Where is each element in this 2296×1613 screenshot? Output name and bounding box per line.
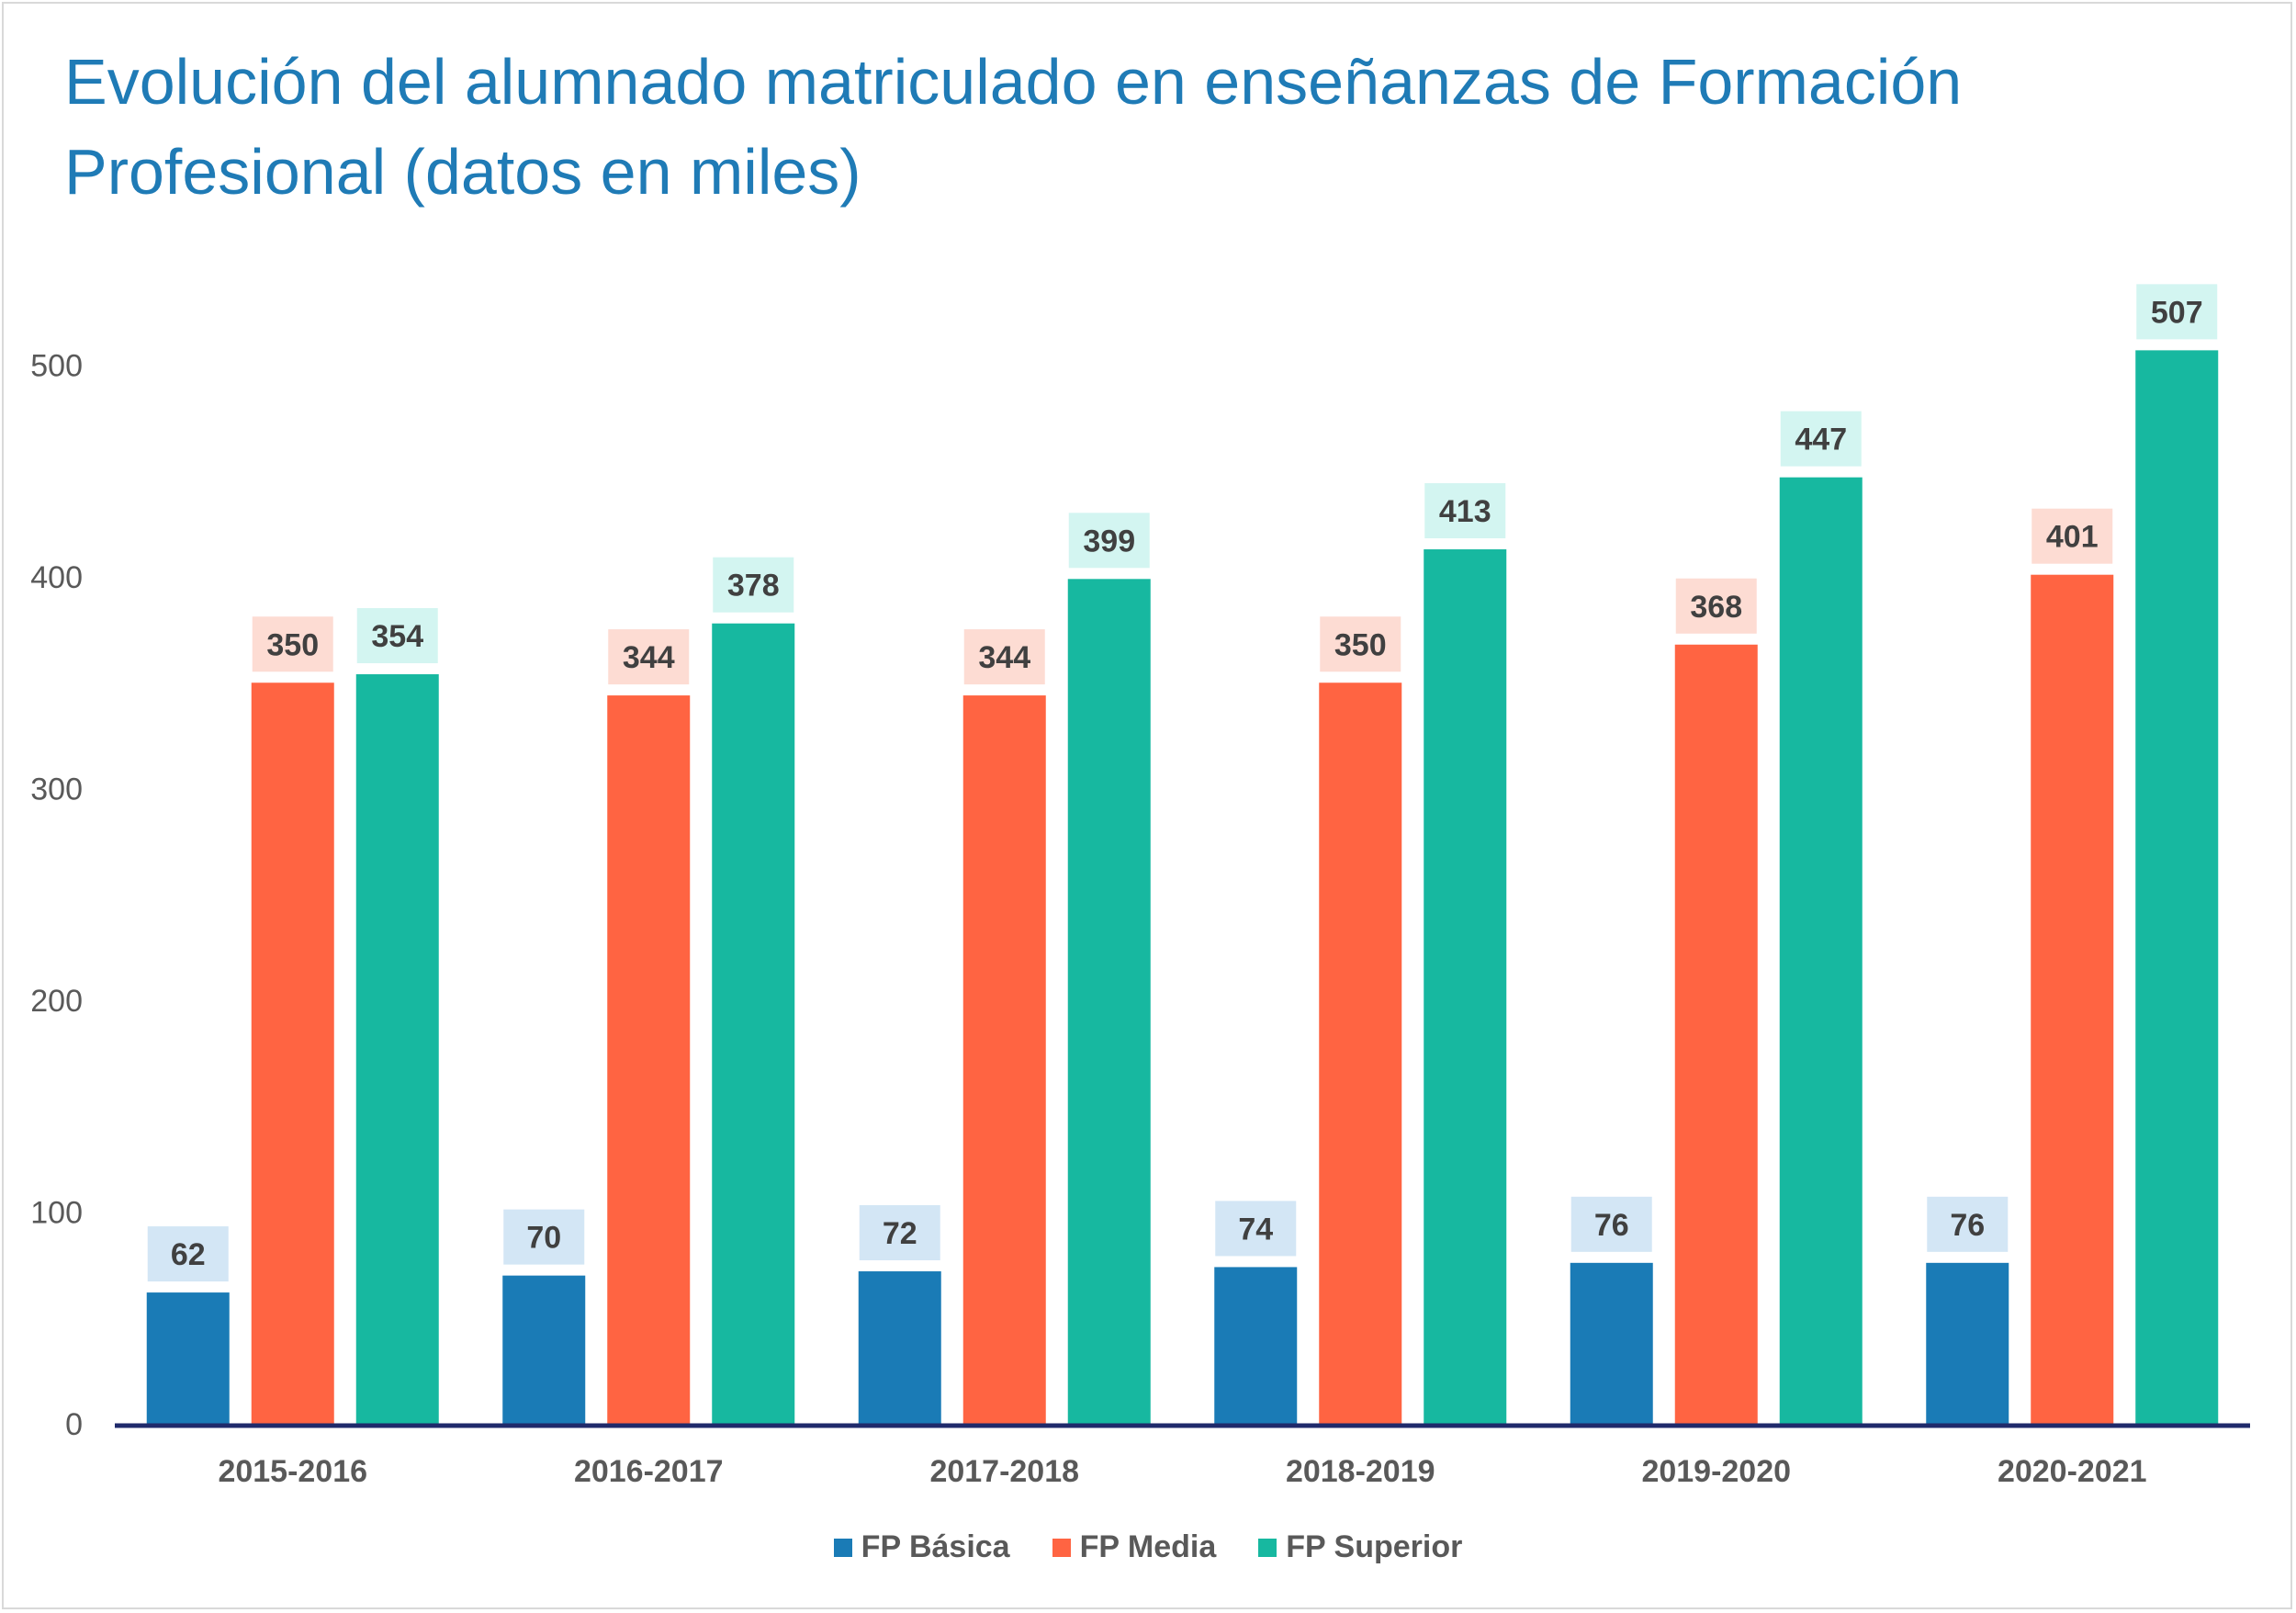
y-tick-label: 300 — [30, 773, 83, 807]
data-label-box — [713, 557, 794, 613]
bar-fp-media — [962, 695, 1046, 1424]
legend-item: FP Superior — [1258, 1529, 1462, 1565]
legend-swatch — [1258, 1538, 1277, 1557]
bar-fp-basica — [1214, 1267, 1298, 1424]
bar-fp-basica — [502, 1275, 586, 1424]
data-label-box — [859, 1205, 940, 1261]
data-label: 368 — [1690, 590, 1742, 625]
data-label: 413 — [1439, 494, 1491, 529]
bar-fp-superior — [1424, 549, 1507, 1424]
data-label: 350 — [266, 627, 319, 662]
x-tick-label: 2017-2018 — [929, 1454, 1079, 1489]
legend-label: FP Superior — [1286, 1529, 1463, 1564]
data-label-box — [1068, 513, 1150, 569]
data-label-box — [252, 616, 333, 672]
bar-fp-basica — [1570, 1262, 1653, 1424]
data-label-box — [608, 629, 690, 685]
legend-swatch — [1052, 1538, 1071, 1557]
data-label: 62 — [171, 1237, 206, 1272]
chart-legend: FP Básica FP Media FP Superior — [0, 1529, 2296, 1565]
data-label-box — [1320, 616, 1401, 672]
y-tick-label: 100 — [30, 1196, 83, 1231]
data-label-box — [1424, 483, 1506, 539]
data-label: 378 — [727, 569, 780, 603]
data-label-box — [147, 1226, 229, 1282]
data-label: 74 — [1238, 1212, 1273, 1246]
data-label-box — [1215, 1201, 1297, 1257]
data-label: 76 — [1594, 1208, 1629, 1243]
x-tick-label: 2019-2020 — [1641, 1454, 1791, 1489]
data-label-box — [2136, 284, 2218, 340]
legend-label: FP Media — [1079, 1529, 1217, 1564]
bar-fp-superior — [712, 623, 795, 1424]
data-label-box — [1570, 1196, 1652, 1252]
bar-fp-superior — [1779, 477, 1863, 1424]
data-label-box — [1675, 578, 1757, 634]
x-tick-label: 2018-2019 — [1286, 1454, 1435, 1489]
data-label: 399 — [1083, 524, 1135, 558]
y-tick-label: 0 — [65, 1407, 83, 1442]
y-tick-label: 400 — [30, 560, 83, 595]
chart-title: Evolución del alumnado matriculado en en… — [64, 46, 1963, 208]
data-label: 447 — [1795, 423, 1847, 457]
data-label: 344 — [623, 640, 675, 675]
data-label: 72 — [883, 1216, 917, 1251]
data-label-box — [1927, 1196, 2009, 1252]
data-label-box — [1780, 411, 1862, 467]
x-tick-label: 2016-2017 — [574, 1454, 724, 1489]
data-label: 344 — [978, 640, 1030, 675]
data-label: 350 — [1334, 627, 1387, 662]
bar-fp-basica — [146, 1292, 230, 1424]
y-tick-label: 200 — [30, 984, 83, 1019]
data-label: 70 — [526, 1221, 561, 1256]
bar-fp-superior — [2135, 350, 2219, 1424]
bar-fp-media — [251, 682, 334, 1424]
data-label-box — [503, 1209, 585, 1265]
legend-swatch — [833, 1538, 852, 1557]
x-tick-label: 2020-2021 — [1998, 1454, 2147, 1489]
data-label-box — [963, 629, 1045, 685]
bar-fp-basica — [1926, 1262, 2009, 1424]
bar-fp-superior — [1067, 579, 1151, 1424]
bar-fp-media — [2031, 574, 2114, 1424]
x-tick-label: 2015-2016 — [218, 1454, 367, 1489]
legend-item: FP Media — [1052, 1529, 1217, 1565]
data-label: 76 — [1950, 1208, 1985, 1243]
data-label: 401 — [2046, 520, 2099, 555]
data-label: 507 — [2151, 295, 2203, 330]
y-tick-label: 500 — [30, 349, 83, 384]
bar-fp-media — [607, 695, 691, 1424]
legend-label: FP Básica — [861, 1529, 1010, 1564]
bar-fp-basica — [858, 1271, 941, 1424]
data-label-box — [356, 608, 438, 664]
legend-item: FP Básica — [833, 1529, 1010, 1565]
data-label-box — [2032, 508, 2113, 564]
bar-fp-media — [1319, 682, 1402, 1424]
data-label: 354 — [371, 619, 423, 654]
bar-fp-media — [1674, 644, 1758, 1424]
bar-fp-superior — [355, 674, 439, 1424]
